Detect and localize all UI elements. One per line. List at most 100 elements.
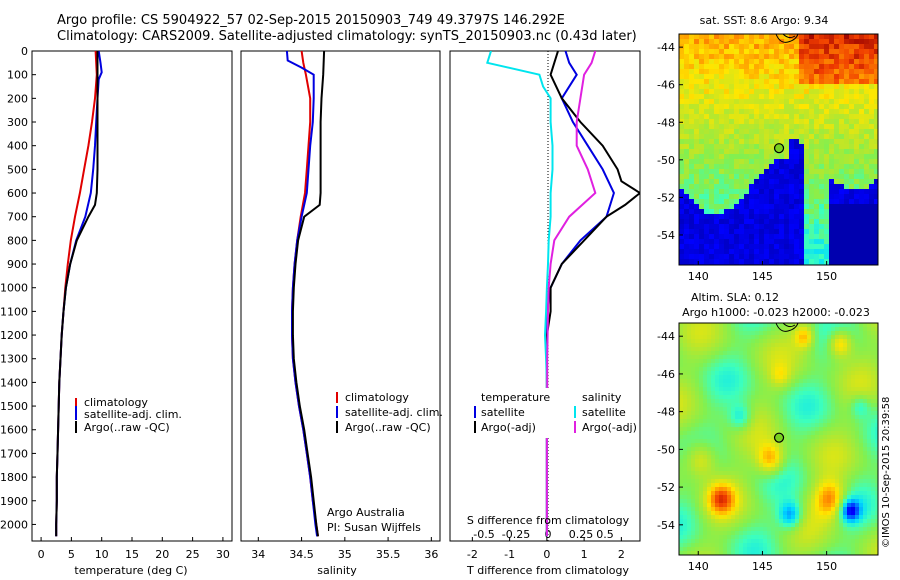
map-pixel: [819, 451, 824, 456]
map-pixel: [754, 114, 760, 120]
map-pixel: [719, 39, 725, 45]
map-pixel: [799, 443, 804, 448]
map-pixel: [724, 244, 730, 250]
map-pixel: [689, 124, 695, 130]
map-pixel: [809, 229, 815, 235]
map-pixel: [815, 443, 820, 448]
map-pixel: [844, 94, 850, 100]
map-pixel: [739, 399, 744, 404]
map-pixel: [699, 74, 705, 80]
map-pixel: [799, 59, 805, 65]
map-pixel: [835, 447, 840, 452]
map-pixel: [849, 199, 855, 205]
map-pixel: [751, 455, 756, 460]
map-pixel: [755, 411, 760, 416]
map-pixel: [784, 49, 790, 55]
map-pixel: [875, 439, 879, 444]
map-pixel: [863, 331, 868, 336]
map-pixel: [814, 94, 820, 100]
map-pixel: [863, 347, 868, 352]
map-pixel: [815, 431, 820, 436]
map-pixel: [791, 523, 796, 528]
map-pixel: [843, 535, 848, 540]
map-pixel: [707, 363, 712, 368]
map-pixel: [831, 483, 836, 488]
map-pixel: [789, 239, 795, 245]
map-pixel: [739, 383, 744, 388]
map-pixel: [787, 407, 792, 412]
map-pixel: [851, 479, 856, 484]
map-pixel: [749, 89, 755, 95]
map-pixel: [694, 224, 700, 230]
sst-map-title: sat. SST: 8.6 Argo: 9.34: [700, 14, 829, 27]
map-pixel: [791, 507, 796, 512]
map-pixel: [743, 447, 748, 452]
map-pixel: [791, 371, 796, 376]
map-pixel: [687, 327, 692, 332]
map-pixel: [814, 39, 820, 45]
map-pixel: [751, 335, 756, 340]
map-pixel: [869, 259, 875, 265]
map-pixel: [855, 499, 860, 504]
map-pixel: [844, 124, 850, 130]
map-pixel: [749, 94, 755, 100]
map-pixel: [747, 523, 752, 528]
map-pixel: [859, 347, 864, 352]
map-pixel: [743, 547, 748, 552]
map-pixel: [687, 403, 692, 408]
map-pixel: [729, 194, 735, 200]
map-pixel: [803, 487, 808, 492]
map-pixel: [679, 224, 685, 230]
map-pixel: [814, 164, 820, 170]
map-pixel: [729, 89, 735, 95]
map-pixel: [843, 531, 848, 536]
map-pixel: [823, 503, 828, 508]
sla-map-image: [679, 323, 879, 556]
map-pixel: [803, 355, 808, 360]
map-pixel: [775, 395, 780, 400]
map-pixel: [739, 351, 744, 356]
map-pixel: [747, 331, 752, 336]
map-pixel: [819, 483, 824, 488]
map-pixel: [719, 84, 725, 90]
map-pixel: [714, 184, 720, 190]
map-pixel: [709, 69, 715, 75]
map-pixel: [779, 515, 784, 520]
map-pixel: [799, 507, 804, 512]
map-pixel: [711, 539, 716, 544]
map-pixel: [709, 244, 715, 250]
map-pixel: [851, 439, 856, 444]
map-pixel: [849, 94, 855, 100]
map-pixel: [699, 259, 705, 265]
map-y-tick-label: -46: [657, 79, 675, 92]
map-pixel: [839, 511, 844, 516]
map-pixel: [723, 427, 728, 432]
map-pixel: [744, 109, 750, 115]
map-pixel: [743, 411, 748, 416]
map-pixel: [735, 427, 740, 432]
map-pixel: [847, 423, 852, 428]
map-pixel: [735, 531, 740, 536]
map-pixel: [819, 327, 824, 332]
map-pixel: [743, 351, 748, 356]
map-pixel: [754, 89, 760, 95]
map-pixel: [759, 507, 764, 512]
map-pixel: [791, 515, 796, 520]
map-pixel: [684, 204, 690, 210]
map-pixel: [847, 431, 852, 436]
map-pixel: [679, 94, 685, 100]
map-pixel: [819, 184, 825, 190]
map-pixel: [819, 503, 824, 508]
map-pixel: [779, 64, 785, 70]
map-pixel: [743, 503, 748, 508]
map-pixel: [759, 391, 764, 396]
map-pixel: [839, 367, 844, 372]
map-pixel: [803, 491, 808, 496]
map-pixel: [839, 463, 844, 468]
map-pixel: [735, 543, 740, 548]
map-pixel: [791, 435, 796, 440]
map-pixel: [683, 347, 688, 352]
map-pixel: [763, 431, 768, 436]
map-pixel: [743, 347, 748, 352]
map-pixel: [804, 229, 810, 235]
